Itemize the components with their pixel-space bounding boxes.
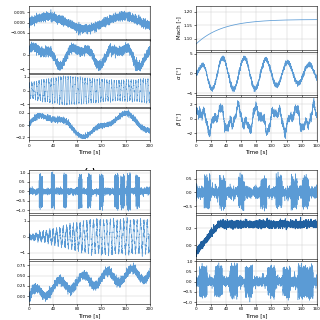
X-axis label: Time [s]: Time [s] [78,313,100,318]
Text: (b): (b) [250,177,262,186]
Y-axis label: $\beta$ [°]: $\beta$ [°] [175,112,184,126]
X-axis label: Time [s]: Time [s] [78,150,100,155]
Text: (a): (a) [83,168,95,177]
X-axis label: Time [s]: Time [s] [245,313,268,318]
X-axis label: Time [s]: Time [s] [245,150,268,155]
Y-axis label: $\alpha$ [°]: $\alpha$ [°] [176,67,184,80]
Y-axis label: Mach [-]: Mach [-] [177,17,181,39]
